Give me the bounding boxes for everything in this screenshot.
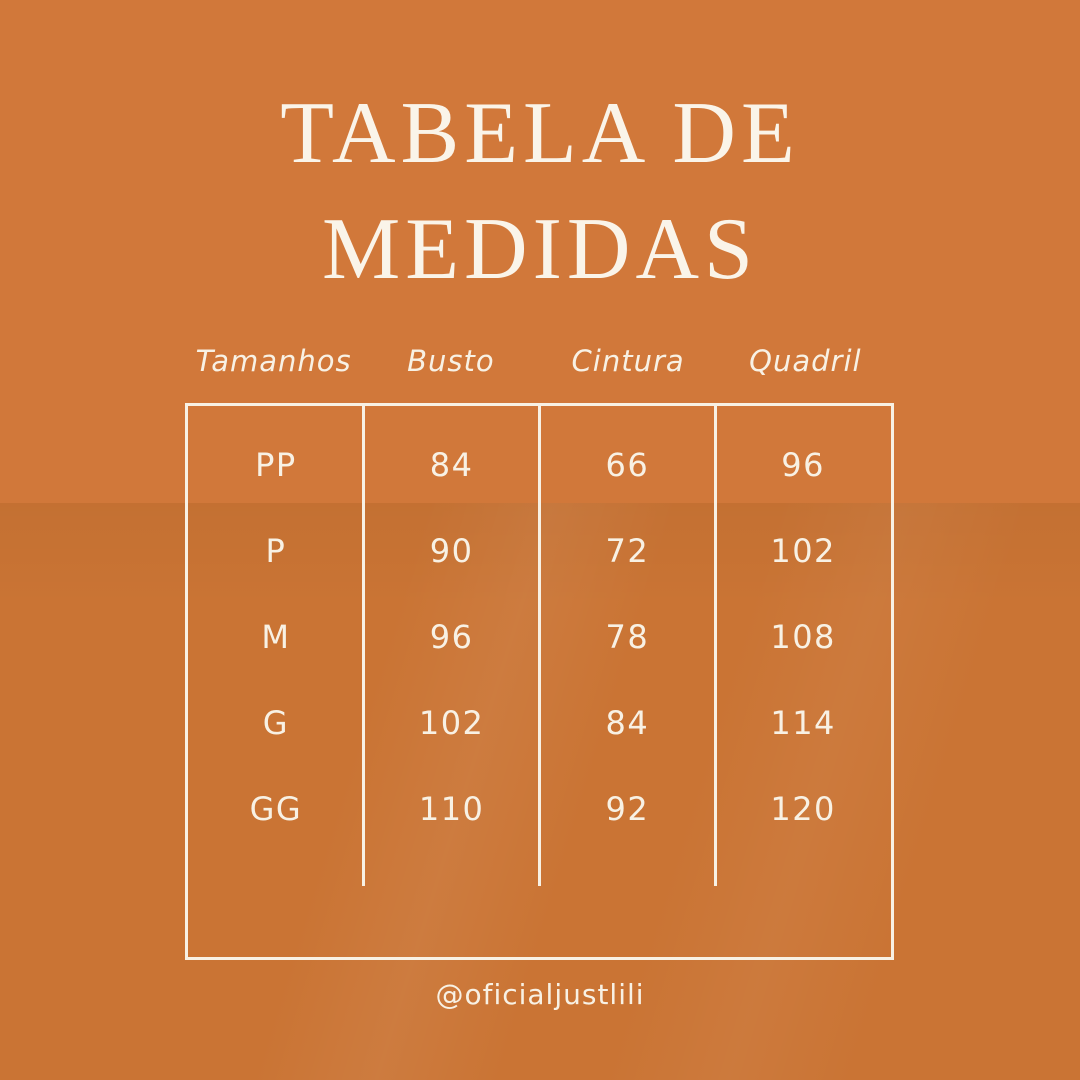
page-title-line2: MEDIDAS bbox=[322, 201, 758, 298]
cintura-value: 78 bbox=[605, 618, 650, 656]
busto-value: 90 bbox=[429, 532, 474, 570]
quadril-value: 102 bbox=[770, 532, 836, 570]
size-label: P bbox=[265, 532, 287, 570]
table-row: PP 84 66 96 bbox=[188, 422, 891, 508]
quadril-value: 120 bbox=[770, 790, 836, 828]
column-header-cintura: Cintura bbox=[571, 344, 685, 378]
size-label: GG bbox=[249, 790, 303, 828]
measurements-table: PP 84 66 96 P 90 72 102 M 96 78 108 G 10… bbox=[185, 403, 894, 960]
busto-value: 110 bbox=[418, 790, 485, 828]
size-label: G bbox=[262, 704, 290, 742]
page-title: TABELA DE MEDIDAS bbox=[0, 76, 1080, 308]
cintura-value: 92 bbox=[605, 790, 650, 828]
column-divider bbox=[538, 406, 541, 886]
social-handle: @oficialjustlili bbox=[435, 978, 645, 1011]
column-header-quadril: Quadril bbox=[749, 344, 862, 378]
cintura-value: 72 bbox=[605, 532, 650, 570]
table-header-row: Tamanhos Busto Cintura Quadril bbox=[185, 344, 894, 378]
quadril-value: 96 bbox=[781, 446, 825, 484]
column-header-busto: Busto bbox=[407, 344, 495, 378]
quadril-value: 114 bbox=[770, 704, 836, 742]
table-row: M 96 78 108 bbox=[188, 594, 891, 680]
column-divider bbox=[362, 406, 366, 886]
size-label: PP bbox=[255, 446, 297, 484]
table-row: GG 110 92 120 bbox=[188, 766, 891, 852]
cintura-value: 66 bbox=[605, 446, 650, 484]
table-body: PP 84 66 96 P 90 72 102 M 96 78 108 G 10… bbox=[188, 406, 891, 852]
quadril-value: 108 bbox=[770, 618, 836, 656]
column-header-tamanhos: Tamanhos bbox=[195, 344, 352, 378]
page-title-line1: TABELA DE bbox=[280, 85, 800, 182]
busto-value: 102 bbox=[418, 704, 485, 742]
cintura-value: 84 bbox=[605, 704, 650, 742]
size-label: M bbox=[261, 618, 291, 656]
busto-value: 96 bbox=[429, 618, 474, 656]
table-row: P 90 72 102 bbox=[188, 508, 891, 594]
table-row: G 102 84 114 bbox=[188, 680, 891, 766]
column-divider bbox=[713, 406, 717, 886]
busto-value: 84 bbox=[429, 446, 474, 484]
